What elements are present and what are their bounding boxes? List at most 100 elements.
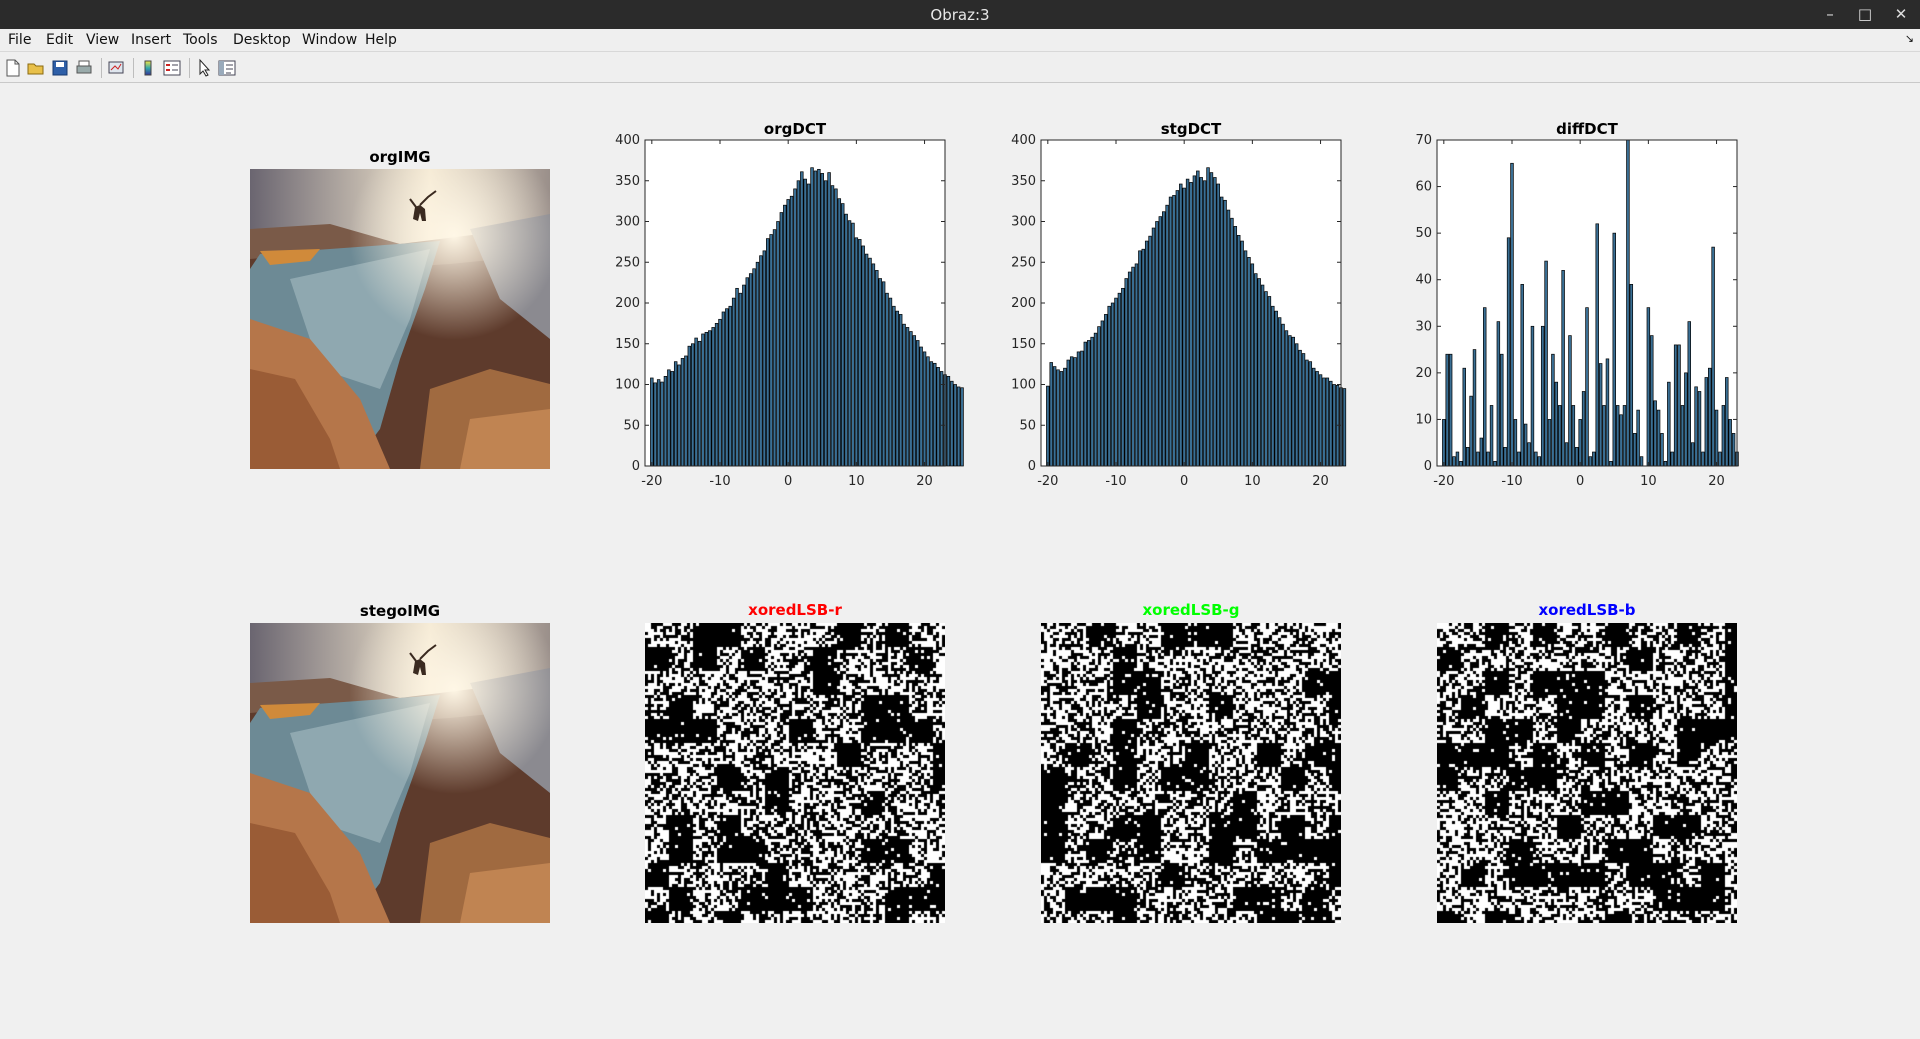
- histogram-bar: [1626, 139, 1630, 467]
- histogram-bar: [1240, 240, 1244, 467]
- y-tick-label: 150: [1011, 337, 1036, 352]
- histogram-bar: [1561, 270, 1565, 467]
- stegoIMG-image: [250, 623, 550, 923]
- histogram-bar: [766, 238, 770, 467]
- histogram-bar: [1226, 209, 1231, 467]
- histogram-bar: [1288, 335, 1292, 467]
- menu-insert[interactable]: Insert: [131, 32, 172, 48]
- histogram-bar: [793, 188, 797, 467]
- histogram-bar: [1131, 266, 1135, 467]
- histogram-bar: [1121, 287, 1125, 467]
- histogram-bar: [1493, 460, 1497, 467]
- y-tick-label: 50: [623, 418, 640, 433]
- window-title: Obraz:3: [930, 6, 990, 24]
- histogram-bar: [1213, 177, 1217, 467]
- x-tick-label: 20: [1312, 474, 1329, 489]
- xor-r-title: xoredLSB-r: [748, 601, 842, 619]
- histogram-bar: [1578, 419, 1582, 467]
- histogram-bar: [725, 308, 729, 467]
- histogram-bar: [885, 292, 889, 467]
- print-icon[interactable]: [74, 58, 94, 78]
- histogram-bar: [1503, 447, 1507, 467]
- histogram-bar: [1523, 423, 1528, 467]
- histogram-bar: [660, 381, 664, 467]
- histogram-bar: [1284, 330, 1289, 467]
- histogram-bar: [779, 212, 784, 467]
- histogram-bar: [1694, 386, 1698, 467]
- orgIMG-image: [250, 169, 550, 469]
- menu-tools[interactable]: Tools: [183, 32, 218, 48]
- diffDCT-chart: diffDCT 0 10 20 30 40 50 60 70 -20 -10 0 10 20: [1415, 120, 1739, 489]
- link-plot-icon[interactable]: [106, 58, 126, 78]
- histogram-bar: [1581, 391, 1586, 467]
- pointer-icon[interactable]: [194, 58, 214, 78]
- histogram-bar: [956, 386, 961, 467]
- histogram-bar: [1294, 343, 1299, 467]
- histogram-bar: [796, 180, 801, 467]
- x-tick-label: -20: [1037, 474, 1058, 489]
- histogram-bar: [742, 284, 746, 467]
- menu-desktop[interactable]: Desktop: [233, 32, 291, 48]
- histogram-bar: [673, 361, 678, 467]
- save-icon[interactable]: [50, 58, 70, 78]
- histogram-bar: [1083, 341, 1088, 467]
- x-tick-label: 10: [1640, 474, 1657, 489]
- menu-help[interactable]: Help: [365, 32, 397, 48]
- histogram-bar: [1315, 371, 1319, 467]
- histogram-bar: [854, 237, 859, 467]
- histogram-bar: [1697, 391, 1702, 467]
- histogram-bar: [1704, 377, 1709, 467]
- toolbar-separator: [101, 58, 102, 78]
- histogram-bar: [1708, 367, 1712, 467]
- histogram-bar: [1230, 217, 1234, 467]
- histogram-bar: [1622, 405, 1627, 467]
- undock-icon[interactable]: ↘: [1904, 32, 1914, 45]
- histogram-bar: [1097, 326, 1101, 467]
- x-tick-label: 20: [916, 474, 933, 489]
- histogram-bar: [789, 195, 794, 467]
- histogram-bar: [1093, 332, 1098, 467]
- histogram-bar: [1267, 296, 1272, 467]
- histogram-bar: [783, 204, 787, 467]
- colorbar-icon[interactable]: [138, 58, 158, 78]
- y-tick-label: 150: [615, 337, 640, 352]
- histogram-bar: [1271, 305, 1275, 467]
- new-figure-icon[interactable]: [3, 58, 23, 78]
- histogram-bar: [731, 297, 736, 467]
- menu-file[interactable]: File: [8, 32, 32, 48]
- histogram-bar: [1175, 190, 1180, 467]
- histogram-bar: [898, 314, 903, 467]
- histogram-bar: [1264, 291, 1268, 467]
- histogram-bar: [1243, 250, 1248, 467]
- stgDCT-title: stgDCT: [1161, 120, 1222, 138]
- histogram-bar: [728, 305, 732, 467]
- histogram-bar: [1701, 451, 1705, 467]
- histogram-bar: [1107, 305, 1111, 467]
- menu-edit[interactable]: Edit: [46, 32, 74, 48]
- histogram-bar: [1066, 359, 1070, 467]
- histogram-bar: [1660, 433, 1664, 467]
- legend-icon[interactable]: [162, 58, 182, 78]
- menu-view[interactable]: View: [86, 32, 120, 48]
- histogram-bar: [1206, 167, 1210, 467]
- y-tick-label: 0: [632, 459, 640, 474]
- histogram-bar: [1592, 451, 1596, 467]
- minimize-button[interactable]: –: [1826, 5, 1834, 23]
- histogram-bar: [1714, 409, 1719, 467]
- histogram-bar: [1558, 405, 1562, 467]
- axes-box: [1436, 139, 1738, 467]
- histogram-bar: [1554, 381, 1559, 467]
- histogram-bar: [1639, 456, 1644, 467]
- histogram-bar: [1452, 456, 1456, 467]
- property-inspector-icon[interactable]: [217, 58, 237, 78]
- maximize-button[interactable]: □: [1857, 5, 1873, 23]
- orgDCT-title: orgDCT: [764, 120, 827, 138]
- histogram-bar: [909, 331, 913, 467]
- y-tick-label: 300: [1011, 215, 1036, 230]
- histogram-bar: [800, 171, 804, 467]
- histogram-bar: [1690, 442, 1695, 467]
- menu-window[interactable]: Window: [302, 32, 358, 48]
- close-button[interactable]: ✕: [1894, 5, 1908, 23]
- histogram-bar: [1052, 366, 1057, 467]
- open-file-icon[interactable]: [26, 58, 46, 78]
